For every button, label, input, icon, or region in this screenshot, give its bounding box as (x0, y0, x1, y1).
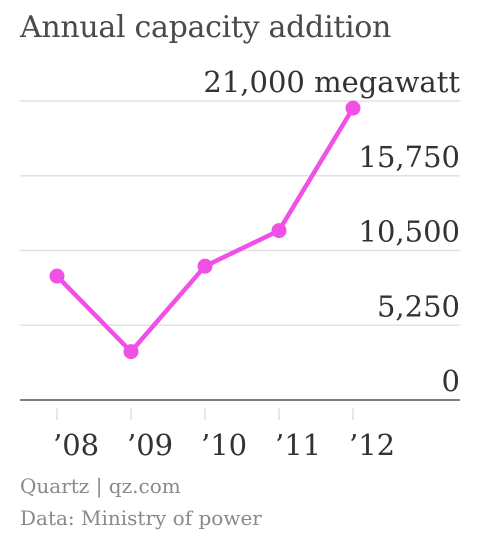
y-tick-label: 10,500 (359, 215, 460, 249)
chart-title: Annual capacity addition (20, 10, 392, 45)
source-credit: Quartz | qz.com (20, 474, 181, 498)
y-tick-label: 5,250 (377, 289, 460, 323)
data-point (49, 268, 65, 284)
x-tick-label: ’12 (349, 428, 395, 462)
x-tick-label: ’09 (127, 428, 173, 462)
data-point (271, 223, 287, 239)
x-tick-label: ’08 (53, 428, 99, 462)
x-tick-label: ’10 (201, 428, 247, 462)
data-point (345, 100, 361, 116)
y-tick-label: 21,000 megawatt (203, 65, 460, 99)
y-tick-label: 15,750 (359, 140, 460, 174)
data-point (197, 258, 213, 274)
y-tick-label: 0 (442, 364, 460, 398)
x-tick-label: ’11 (275, 428, 321, 462)
data-source-note: Data: Ministry of power (20, 506, 262, 530)
data-point (123, 344, 139, 360)
series-line (54, 105, 356, 354)
